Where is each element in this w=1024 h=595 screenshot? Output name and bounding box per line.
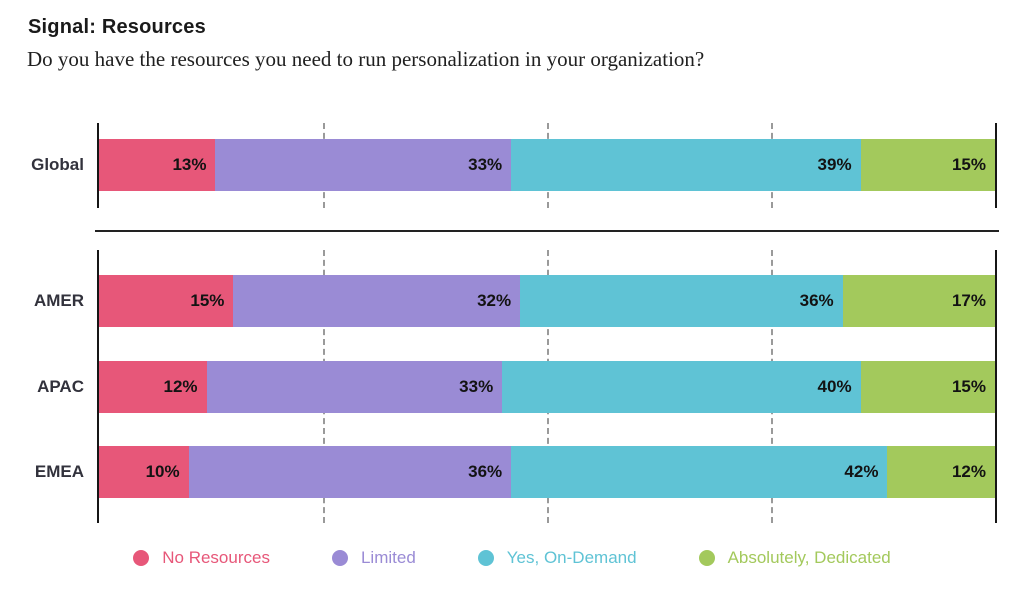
legend-label: Absolutely, Dedicated [727, 548, 891, 567]
segment-value: 32% [477, 291, 512, 310]
regions-rows: AMER 15% 32% 36% 17% APAC 12% 33% 40% 15% EMEA 10% 3… [34, 275, 995, 548]
bar-row-apac: APAC 12% 33% 40% 15% [37, 361, 995, 413]
legend-label: Limited [360, 548, 416, 567]
segment-value: 15% [951, 155, 986, 174]
bar-row-emea: EMEA 10% 36% 42% 12% [35, 446, 995, 498]
legend-item-absolutely-dedicated: Absolutely, Dedicated [698, 548, 891, 568]
segment-yes-on-demand: 39% [511, 139, 861, 191]
legend-label: No Resources [162, 548, 270, 567]
segment-value: 12% [951, 462, 986, 481]
segment-limited: 33% [215, 139, 512, 191]
segment-value: 39% [817, 155, 852, 174]
legend-dot-icon [133, 550, 150, 566]
legend-item-limited: Limited [331, 548, 416, 568]
segment-value: 15% [951, 377, 986, 396]
category-label-global: Global [31, 155, 84, 174]
segment-no-resources: 15% [99, 275, 234, 327]
segment-no-resources: 10% [99, 446, 189, 498]
bar-row-global: Global 13% 33% 39% 15% [31, 139, 995, 191]
legend-dot-icon [331, 550, 348, 566]
segment-limited: 33% [206, 361, 503, 413]
legend-dot-icon [477, 550, 494, 566]
legend-item-yes-on-demand: Yes, On-Demand [477, 548, 637, 568]
category-label-emea: EMEA [34, 462, 84, 481]
segment-no-resources: 12% [99, 361, 207, 413]
segment-value: 42% [844, 462, 879, 481]
section-separator [95, 230, 999, 232]
legend-label: Yes, On-Demand [506, 548, 637, 567]
segment-value: 13% [172, 155, 207, 174]
segment-absolutely-dedicated: 15% [860, 361, 995, 413]
segment-value: 10% [145, 462, 180, 481]
segment-limited: 32% [233, 275, 521, 327]
segment-yes-on-demand: 36% [520, 275, 843, 327]
category-label-apac: APAC [37, 377, 84, 396]
segment-absolutely-dedicated: 15% [860, 139, 995, 191]
segment-yes-on-demand: 40% [502, 361, 861, 413]
segment-value: 12% [163, 377, 198, 396]
segment-value: 36% [468, 462, 503, 481]
segment-value: 17% [951, 291, 986, 310]
bar-row-amer: AMER 15% 32% 36% 17% [34, 275, 995, 327]
segment-value: 15% [190, 291, 225, 310]
segment-yes-on-demand: 42% [511, 446, 888, 498]
regions-section: AMER 15% 32% 36% 17% APAC 12% 33% 40% 15% EMEA 10% 3… [34, 250, 997, 523]
global-section: Global 13% 33% 39% 15% [31, 123, 997, 208]
chart-legend: No Resources Limited Yes, On-Demand Absolut… [0, 548, 1024, 568]
segment-value: 36% [799, 291, 834, 310]
category-label-amer: AMER [33, 291, 84, 310]
legend-item-no-resources: No Resources [133, 548, 270, 568]
chart-title: Signal: Resources [28, 16, 206, 38]
segment-value: 40% [817, 377, 852, 396]
global-rows: Global 13% 33% 39% 15% [31, 139, 995, 224]
chart-question: Do you have the resources you need to ru… [27, 47, 705, 71]
segment-value: 33% [468, 155, 503, 174]
segment-limited: 36% [188, 446, 512, 498]
segment-value: 33% [459, 377, 494, 396]
segment-no-resources: 13% [99, 139, 216, 191]
segment-absolutely-dedicated: 12% [887, 446, 995, 498]
legend-dot-icon [698, 550, 715, 566]
segment-absolutely-dedicated: 17% [842, 275, 995, 327]
